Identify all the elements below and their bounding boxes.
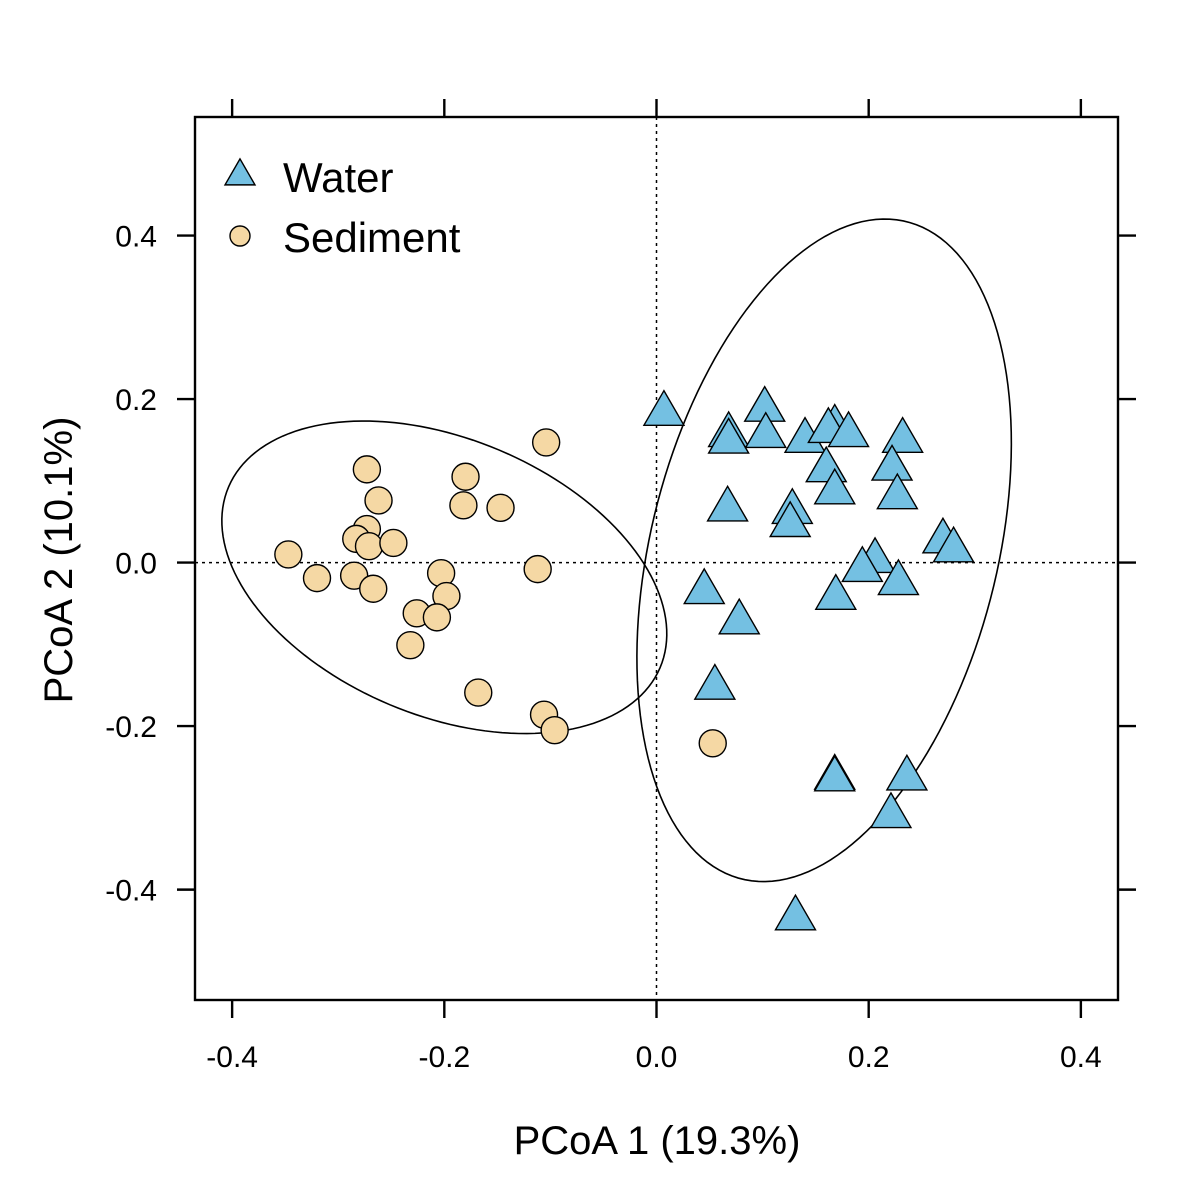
- series-water: [642, 385, 975, 931]
- y-axis-label: PCoA 2 (10.1%): [37, 417, 81, 704]
- y-tick-label: 0.0: [115, 548, 157, 581]
- water-point: [869, 791, 913, 829]
- legend-circle-marker: [229, 225, 251, 247]
- legend-triangle-marker: [223, 157, 257, 186]
- sediment-point: [354, 532, 384, 561]
- water-point: [774, 893, 817, 931]
- water-point: [642, 389, 686, 427]
- water-point: [693, 663, 737, 700]
- y-tick-label: -0.2: [105, 711, 157, 744]
- x-tick-label: -0.4: [206, 1041, 258, 1074]
- water-point: [881, 416, 924, 453]
- sediment-point: [274, 540, 303, 569]
- water-point: [885, 753, 929, 791]
- water-point: [718, 597, 761, 635]
- sediment-point: [302, 563, 332, 593]
- ellipses-layer: [221, 218, 1013, 883]
- water-point: [870, 444, 914, 481]
- ellipse-sediment: [221, 420, 668, 735]
- sediment-point: [698, 729, 727, 758]
- axes-layer: -0.4 -0.2 0.0 0.2 0.4 0.4 0.2 0.0 -0.2 -0.4: [105, 99, 1136, 1074]
- water-point: [683, 567, 726, 605]
- sediment-point: [359, 574, 388, 603]
- sediment-point: [449, 491, 478, 520]
- water-point: [932, 525, 975, 563]
- water-point: [877, 558, 920, 596]
- water-point: [707, 417, 750, 454]
- sediment-point: [396, 630, 425, 660]
- series-sediment: [274, 428, 727, 758]
- x-tick-label: -0.2: [418, 1041, 470, 1074]
- x-tick-label: 0.0: [636, 1041, 678, 1074]
- x-tick-label: 0.2: [848, 1041, 890, 1074]
- water-point: [768, 500, 812, 538]
- y-tick-label: 0.2: [115, 384, 157, 417]
- sediment-point: [523, 554, 552, 584]
- plot-area: [195, 117, 1118, 1000]
- water-point: [813, 754, 856, 792]
- y-tick-label: -0.4: [105, 875, 157, 908]
- water-point: [876, 472, 919, 510]
- sediment-point: [451, 462, 480, 491]
- y-tick-label: 0.4: [115, 221, 157, 254]
- sediment-point: [531, 428, 561, 457]
- legend: Water Sediment: [223, 154, 461, 261]
- sediment-point: [352, 455, 382, 484]
- x-tick-label: 0.4: [1060, 1041, 1102, 1074]
- water-point: [827, 410, 870, 448]
- sediment-point: [422, 603, 452, 632]
- sediment-point: [540, 715, 569, 745]
- water-point: [813, 467, 856, 505]
- x-axis-label: PCoA 1 (19.3%): [514, 1119, 801, 1163]
- sediment-point: [486, 493, 515, 523]
- legend-label: Sediment: [283, 214, 461, 261]
- water-point: [706, 484, 749, 522]
- water-point: [841, 545, 884, 583]
- sediment-point: [464, 678, 493, 707]
- water-point: [814, 573, 858, 610]
- water-point: [744, 411, 787, 449]
- points-layer: [274, 385, 975, 931]
- legend-item-sediment: Sediment: [229, 214, 461, 261]
- sediment-point: [364, 486, 393, 515]
- legend-item-water: Water: [223, 154, 393, 201]
- sediment-point: [379, 528, 408, 558]
- ellipse-water: [636, 218, 1013, 883]
- legend-label: Water: [283, 154, 393, 201]
